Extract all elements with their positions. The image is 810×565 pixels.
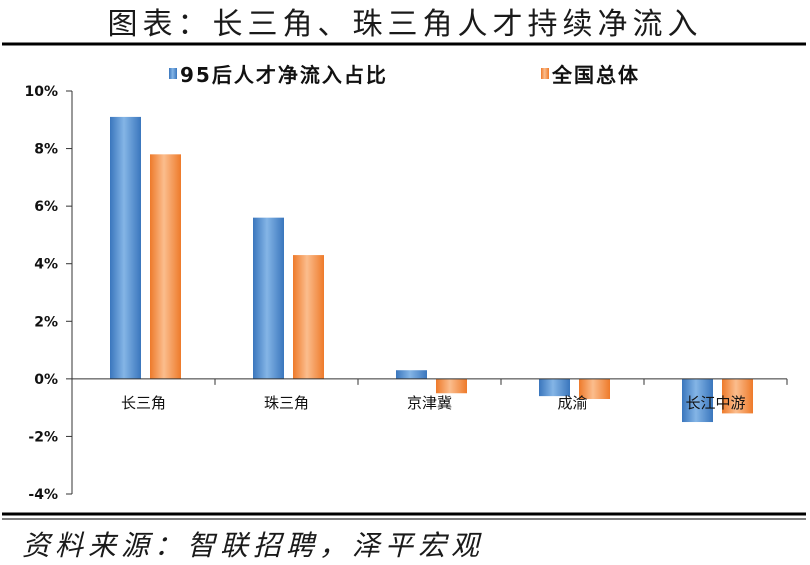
x-category-label: 成渝: [557, 394, 587, 412]
y-tick-label: 6%: [34, 199, 58, 215]
legend-item-series-2: 全国总体: [541, 63, 640, 87]
bar-series-2-category-5: [722, 378, 753, 414]
legend-label: 全国总体: [551, 63, 640, 87]
legend-label: 95后人才净流入占比: [180, 63, 388, 87]
bars: [110, 116, 753, 423]
y-tick-label: 0%: [34, 372, 58, 388]
x-category-label: 珠三角: [264, 394, 309, 412]
bar-series-2-category-1: [150, 154, 181, 379]
bar-series-1-category-1: [110, 116, 141, 379]
y-tick-label: 10%: [24, 84, 58, 100]
legend: 95后人才净流入占比 全国总体: [169, 63, 640, 87]
y-tick-label: -4%: [28, 487, 58, 503]
legend-swatch: [541, 68, 549, 79]
chart-title: 图表：长三角、珠三角人才持续净流入: [108, 7, 703, 42]
bar-series-1-category-3: [396, 370, 427, 379]
bar-series-1-category-2: [253, 217, 284, 379]
x-axis: 长三角 珠三角 京津冀 成渝 长江中游: [71, 378, 788, 412]
bar-series-1-category-5: [682, 378, 713, 423]
legend-item-series-1: 95后人才净流入占比: [169, 63, 388, 87]
x-category-label: 长三角: [121, 394, 166, 412]
y-tick-label: -2%: [28, 429, 58, 445]
y-tick-label: 8%: [34, 142, 58, 158]
bar-series-2-category-2: [293, 255, 324, 379]
legend-swatch: [169, 68, 177, 79]
x-category-label: 京津冀: [407, 394, 452, 412]
y-axis: 10% 8% 6% 4% 2% 0% -2% -4%: [24, 84, 73, 503]
bar-series-2-category-3: [436, 378, 467, 394]
source-note: 资料来源：智联招聘，泽平宏观: [22, 529, 484, 562]
bar-series-2-category-4: [579, 378, 610, 400]
y-tick-label: 4%: [34, 257, 58, 273]
x-category-label: 长江中游: [685, 394, 745, 412]
y-tick-label: 2%: [34, 314, 58, 330]
bar-series-1-category-4: [539, 378, 570, 397]
